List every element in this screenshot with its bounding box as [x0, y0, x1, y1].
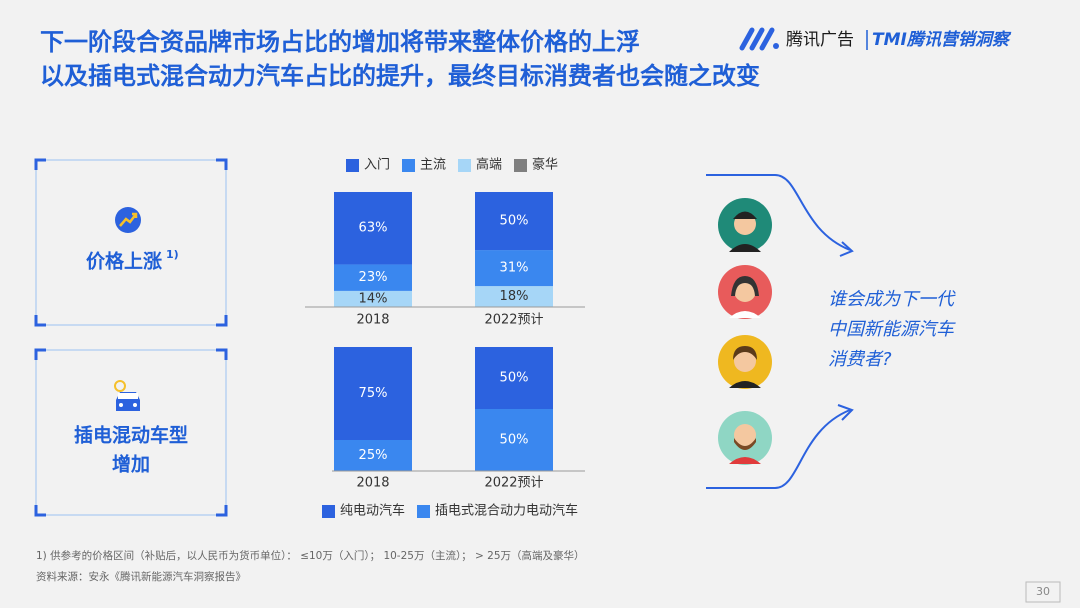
bar-segment [475, 409, 553, 471]
logo-brand: 腾讯广告 [786, 30, 854, 50]
data-label: 63% [359, 221, 388, 236]
x-tick-label: 2018 [356, 476, 389, 491]
data-label: 50% [500, 433, 529, 448]
legend-swatch [402, 159, 415, 172]
avatars [718, 198, 772, 465]
legend-swatch [417, 505, 430, 518]
card-label: 价格上涨 [86, 250, 162, 273]
source: 资料来源：安永《腾讯新能源汽车洞察报告》 [36, 570, 246, 583]
legend-label: 主流 [420, 158, 446, 173]
bar-segment [475, 347, 553, 409]
legend-swatch [458, 159, 471, 172]
bar-segment [334, 290, 412, 307]
data-label: 25% [359, 448, 388, 463]
data-label: 23% [359, 270, 388, 285]
bar-segment [475, 192, 553, 251]
bar-segment [334, 264, 412, 291]
card [34, 158, 228, 517]
bar-segment [334, 347, 412, 440]
page-number-box [1025, 581, 1061, 603]
bar-segment [475, 286, 553, 307]
legend-label: 纯电动汽车 [340, 503, 405, 519]
callout-line: 中国新能源汽车 [828, 319, 956, 340]
data-label: 31% [500, 261, 529, 276]
title-line: 以及插电式混合动力汽车占比的提升，最终目标消费者也会随之改变 [40, 62, 760, 90]
title-line: 下一阶段合资品牌市场占比的增加将带来整体价格的上浮 [40, 28, 640, 56]
legend-label: 插电式混合动力电动汽车 [435, 503, 578, 519]
card-label: 增加 [112, 453, 150, 476]
data-label: 75% [359, 386, 388, 401]
car-icon [114, 380, 140, 411]
footnote: 1) 供参考的价格区间（补贴后，以人民币为货币单位）： ≤10万（入门）； 10… [36, 549, 585, 562]
x-tick-label: 2018 [356, 313, 389, 328]
legend-label: 入门 [364, 158, 390, 173]
x-tick-label: 2022预计 [484, 476, 543, 491]
legend-swatch [346, 159, 359, 172]
data-label: 50% [500, 214, 529, 229]
legend-swatch [322, 505, 335, 518]
bar-segment [334, 192, 412, 265]
card-note: 1) [166, 248, 179, 261]
legend-label: 豪华 [532, 157, 558, 173]
data-label: 50% [500, 371, 529, 386]
callout-line: 谁会成为下一代 [828, 289, 956, 310]
bar-segment [334, 440, 412, 471]
bar-segment [475, 250, 553, 287]
page-number: 30 [1036, 585, 1050, 598]
logo: 腾讯广告 TMI腾讯营销洞察 [739, 27, 1012, 51]
data-label: 14% [359, 291, 388, 306]
legend-label: 高端 [476, 157, 502, 173]
card-label: 插电混动车型 [74, 424, 188, 447]
legend-swatch [514, 159, 527, 172]
callout-line: 消费者? [828, 349, 892, 370]
flow-arrows [706, 174, 854, 489]
logo-product: TMI腾讯营销洞察 [872, 30, 1012, 50]
x-tick-label: 2022预计 [484, 313, 543, 328]
price-icon [115, 207, 141, 233]
data-label: 18% [500, 289, 529, 304]
